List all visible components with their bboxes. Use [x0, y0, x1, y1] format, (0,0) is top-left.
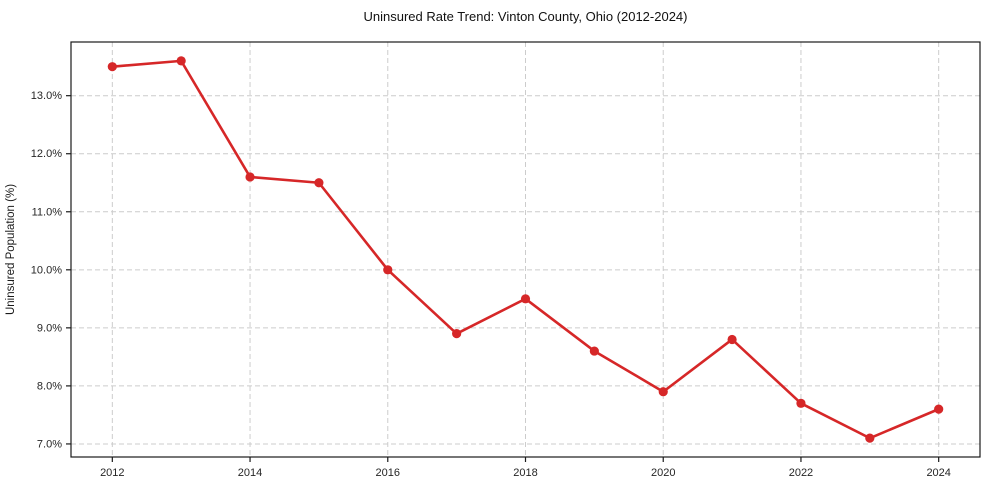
x-tick-label: 2020 — [651, 467, 675, 479]
x-tick-label: 2024 — [926, 467, 950, 479]
data-point-marker — [727, 334, 737, 345]
data-point-marker — [452, 329, 462, 339]
x-tick-label: 2018 — [513, 467, 537, 479]
y-tick-label: 7.0% — [37, 438, 62, 450]
y-tick-label: 10.0% — [31, 264, 62, 276]
data-point-marker — [314, 178, 324, 188]
data-point-marker — [176, 56, 186, 66]
chart-title: Uninsured Rate Trend: Vinton County, Ohi… — [364, 9, 688, 24]
data-point-marker — [796, 398, 806, 408]
y-axis-label: Uninsured Population (%) — [5, 184, 17, 315]
data-point-marker — [589, 346, 599, 356]
data-point-marker — [245, 172, 255, 182]
y-tick-label: 9.0% — [37, 322, 62, 334]
y-tick-label: 12.0% — [31, 148, 62, 160]
axes-layer: 7.0% 8.0% 9.0% 10.0% 11.0% 12.0% 13.0% 2012 2014… — [31, 41, 981, 479]
x-tick-label: 2012 — [100, 467, 124, 479]
data-point-marker — [865, 433, 875, 443]
x-tick-label: 2016 — [376, 467, 400, 479]
data-point-marker — [383, 265, 393, 275]
y-tick-label: 13.0% — [31, 90, 62, 102]
x-tick-label: 2022 — [789, 467, 813, 479]
data-point-marker — [107, 62, 117, 72]
y-tick-label: 8.0% — [37, 380, 62, 392]
x-tick-label: 2014 — [238, 467, 262, 479]
series-layer — [107, 56, 944, 443]
data-point-marker — [934, 404, 944, 414]
y-tick-label: 11.0% — [32, 206, 63, 218]
data-point-marker — [520, 294, 531, 304]
data-point-marker — [658, 387, 668, 397]
